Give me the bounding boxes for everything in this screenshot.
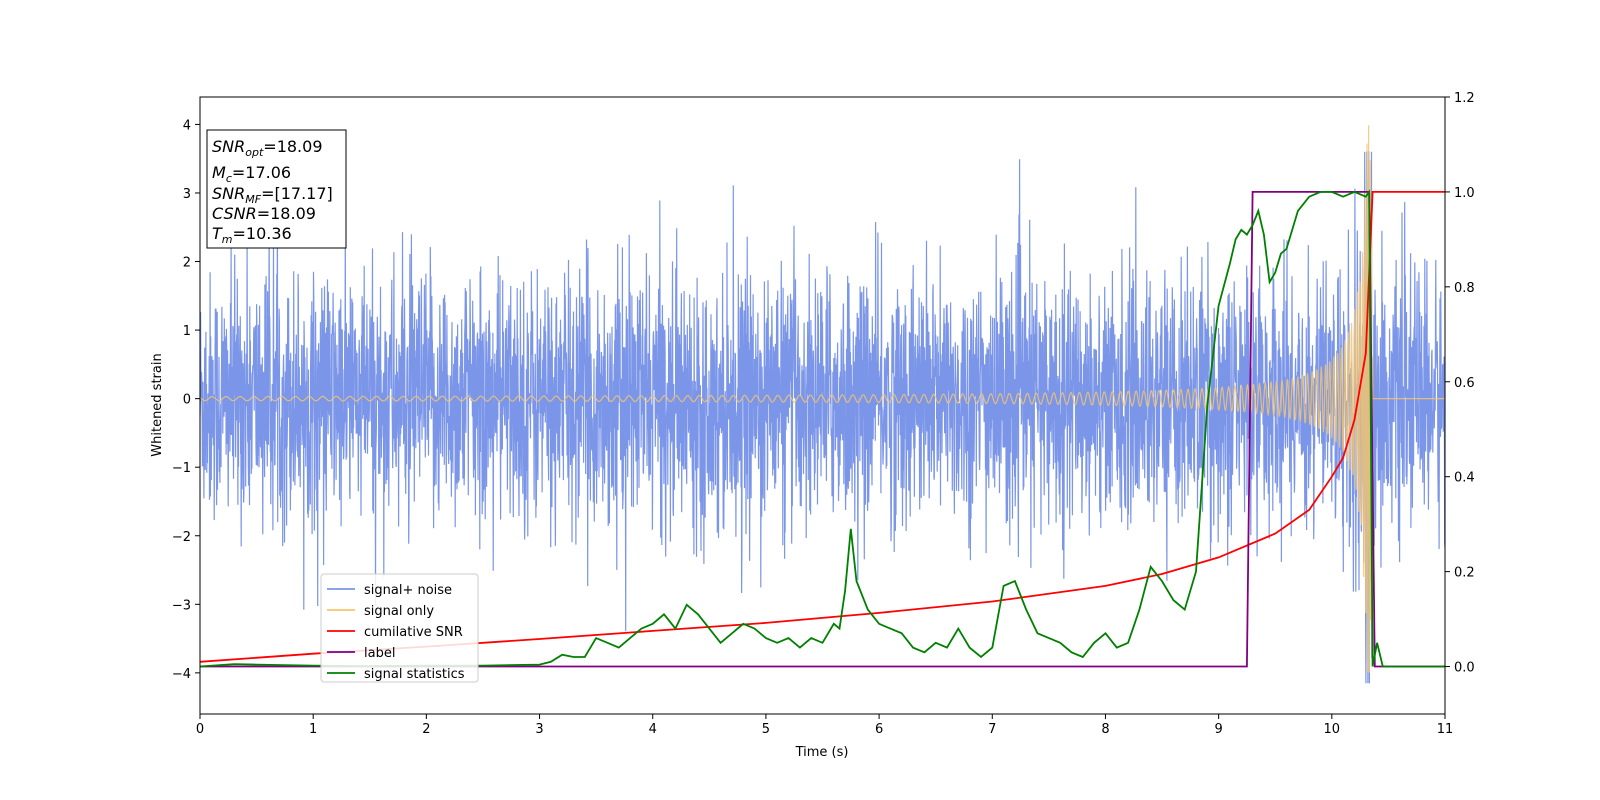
x-tick-label-2: 2: [422, 722, 430, 737]
legend-label-3: label: [364, 646, 395, 661]
signal-only-line: [200, 125, 1445, 673]
x-tick-label-5: 5: [762, 722, 770, 737]
legend: signal+ noise signal only cumilative SNR la…: [320, 573, 479, 683]
y-right-tick-label-6: 1.2: [1454, 91, 1475, 106]
y-right-tick-label-4: 0.8: [1454, 281, 1475, 296]
x-axis-label: Time (s): [795, 745, 849, 760]
y-left-tick-label-4: 0: [183, 393, 191, 408]
legend-label-1: signal only: [364, 604, 434, 619]
plot-frame: [199, 96, 1446, 715]
y-left-tick-label-1: −3: [172, 598, 191, 613]
series-cumulative-snr: [200, 191, 1445, 663]
x-tick-label-11: 11: [1437, 722, 1454, 737]
y-left-tick-label-3: −1: [172, 461, 191, 476]
series-signal-statistics: [200, 189, 1445, 668]
signal-noise-line: [200, 151, 1445, 684]
y-left-tick-label-2: −2: [172, 530, 191, 545]
info-snr-opt: SNRopt=18.09: [212, 137, 323, 159]
y-left-tick-label-5: 1: [183, 324, 191, 339]
y-right-tick-label-3: 0.6: [1454, 376, 1475, 391]
legend-label-2: cumilative SNR: [364, 625, 463, 640]
signal-statistics-line: [200, 189, 1445, 668]
x-tick-label-3: 3: [535, 722, 543, 737]
y-right-tick-label-1: 0.2: [1454, 566, 1475, 581]
y-axis-label: Whitened strain: [150, 353, 165, 456]
y-axis-right: 0.0 0.2 0.4 0.6 0.8 1.0 1.2: [1445, 91, 1475, 676]
y-left-tick-label-6: 2: [183, 256, 191, 271]
y-left-tick-label-7: 3: [183, 187, 191, 202]
x-tick-label-8: 8: [1101, 722, 1109, 737]
y-right-tick-label-0: 0.0: [1454, 661, 1475, 676]
x-tick-label-10: 10: [1324, 722, 1341, 737]
info-csnr: CSNR=18.09: [212, 204, 316, 223]
x-tick-label-0: 0: [196, 722, 204, 737]
x-tick-label-1: 1: [309, 722, 317, 737]
x-tick-label-4: 4: [649, 722, 657, 737]
x-tick-label-6: 6: [875, 722, 883, 737]
x-axis: 0 1 2 3 4 5 6 7 8 9 10 11: [196, 714, 1453, 737]
cumulative-snr-line: [200, 191, 1445, 663]
y-left-tick-label-8: 4: [183, 118, 191, 133]
y-right-tick-label-5: 1.0: [1454, 186, 1475, 201]
info-box: SNRopt=18.09 Mc=17.06 SNRMF=[17.17] CSNR…: [206, 129, 347, 249]
info-tm: Tm=10.36: [212, 224, 292, 246]
y-left-tick-label-0: −4: [172, 667, 191, 682]
info-mc: Mc=17.06: [212, 163, 291, 185]
legend-label-4: signal statistics: [364, 667, 465, 682]
series-signal-only: [200, 125, 1445, 673]
legend-label-0: signal+ noise: [364, 583, 452, 598]
y-axis-left: −4 −3 −2 −1 0 1 2 3 4: [172, 118, 200, 682]
x-tick-label-9: 9: [1214, 722, 1222, 737]
series-signal-noise: [200, 151, 1445, 684]
info-snr-mf: SNRMF=[17.17]: [212, 184, 333, 206]
x-tick-label-7: 7: [988, 722, 996, 737]
y-right-tick-label-2: 0.4: [1454, 471, 1475, 486]
